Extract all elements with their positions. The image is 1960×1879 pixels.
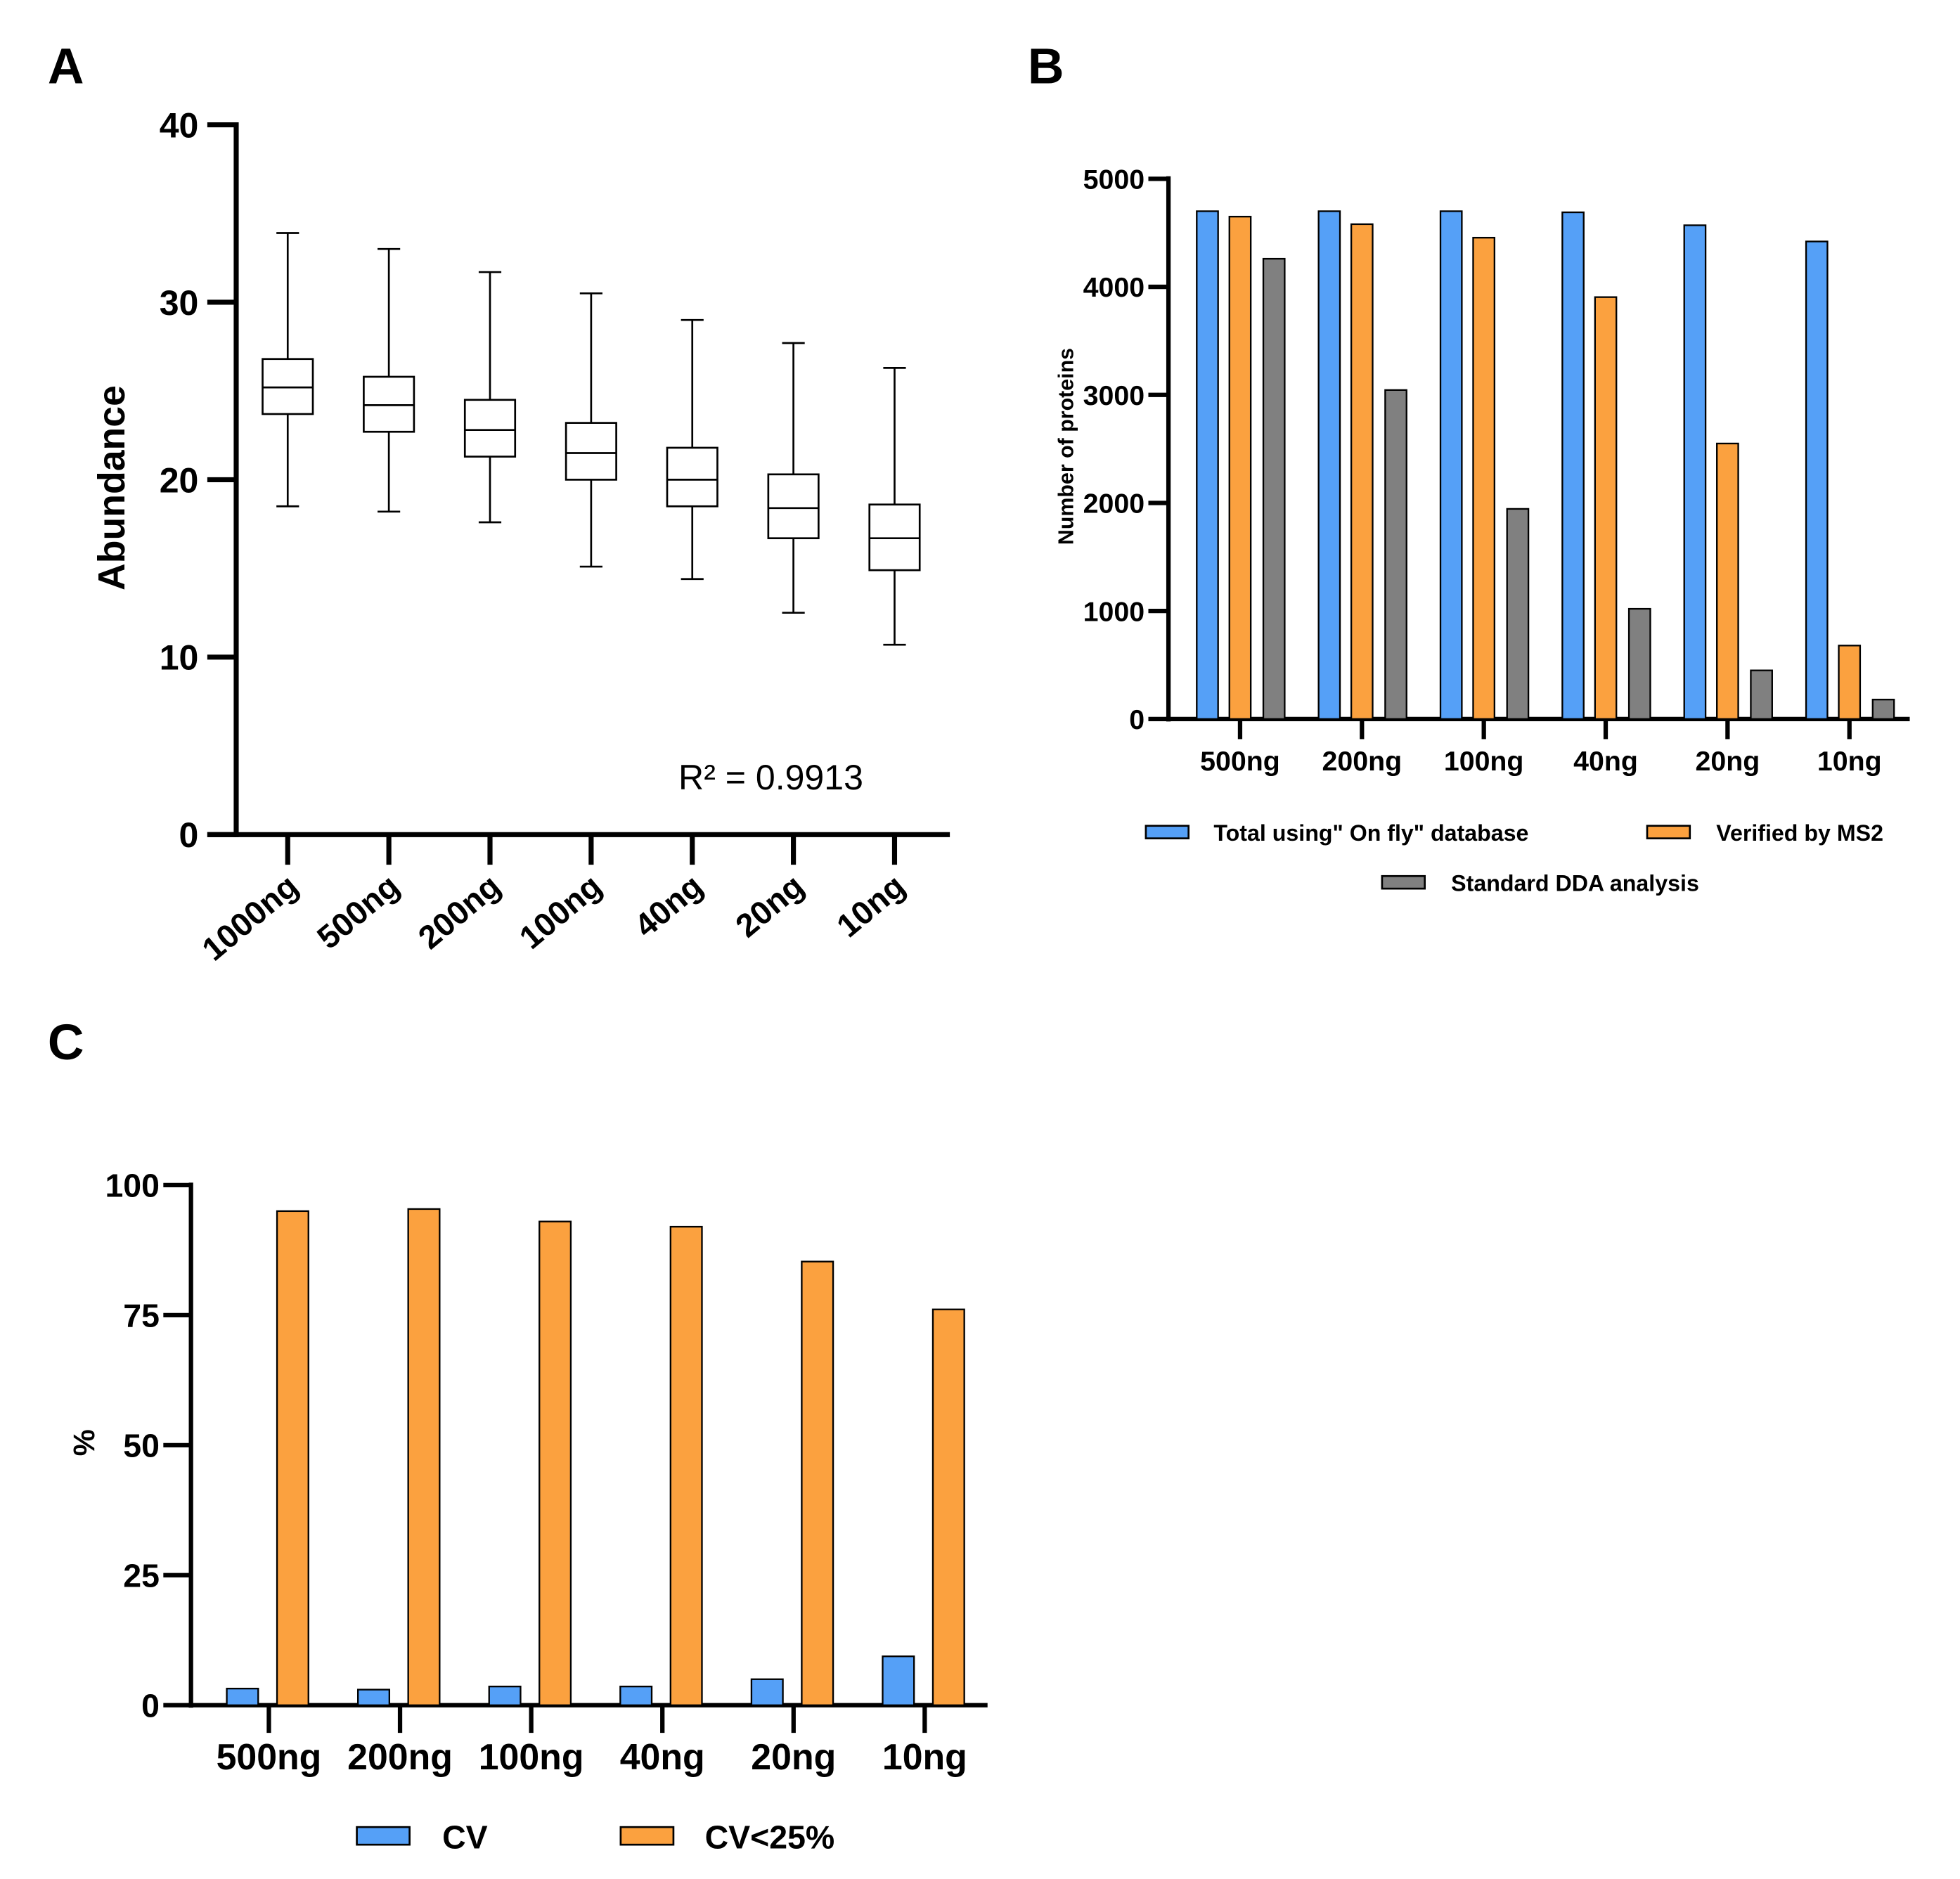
box-plot-10ng	[868, 367, 921, 646]
x-tick-label: 10ng	[882, 1736, 967, 1777]
panel-a-r-squared: R² = 0.9913	[678, 758, 863, 797]
x-tick-label: 10ng	[830, 867, 911, 945]
bar-orange-500ng	[276, 1210, 309, 1706]
bar-gray-20ng	[1750, 669, 1773, 721]
x-tick-label: 40ng	[620, 1736, 705, 1777]
bar-gray-200ng	[1384, 389, 1407, 721]
x-tick-label: 500ng	[310, 867, 406, 956]
panel-label-b: B	[1028, 39, 1064, 95]
legend-swatch-blue	[356, 1826, 411, 1846]
bar-gray-40ng	[1627, 607, 1651, 721]
y-tick-label: 20	[160, 460, 199, 500]
box-iqr	[767, 473, 820, 540]
legend-label: CV	[442, 1819, 488, 1856]
bar-blue-20ng	[750, 1678, 784, 1706]
y-tick-label: 1000	[1083, 596, 1145, 627]
bar-orange-40ng	[669, 1225, 703, 1706]
legend-swatch-orange	[619, 1826, 675, 1846]
y-tick-label: 40	[160, 105, 199, 145]
bar-blue-40ng	[1561, 211, 1585, 721]
x-tick-label: 20ng	[728, 867, 810, 945]
panel-label-c: C	[48, 1014, 84, 1071]
bar-blue-200ng	[1317, 210, 1341, 721]
box-iqr	[565, 422, 617, 481]
x-tick-label: 40ng	[1573, 746, 1638, 777]
x-tick-label: 200ng	[347, 1736, 453, 1777]
box-plot-100ng	[565, 292, 617, 568]
y-tick-label: 30	[160, 283, 199, 323]
legend-label: Total using" On fly" database	[1213, 820, 1528, 846]
panel-b-legend: Total using" On fly" database Verified b…	[1145, 820, 1883, 896]
panel-c-legend: CV CV<25%	[356, 1819, 835, 1856]
bar-blue-500ng	[226, 1687, 259, 1706]
x-tick-label: 100ng	[479, 1736, 584, 1777]
bar-blue-500ng	[1196, 210, 1219, 721]
bar-orange-500ng	[1228, 215, 1252, 721]
legend-swatch-blue	[1145, 825, 1190, 839]
panel-b-bar-chart: 0 1000 2000 3000 4000 5000 500ng 200ng 100ng 40ng…	[1083, 164, 1910, 777]
panel-c-y-axis-label: %	[67, 1429, 101, 1456]
x-tick-label: 10ng	[1817, 746, 1882, 777]
legend-swatch-orange	[1646, 825, 1691, 839]
y-tick-label: 5000	[1083, 164, 1145, 195]
x-tick-label: 20ng	[1696, 746, 1760, 777]
panel-label-a: A	[48, 39, 84, 95]
box-iqr	[666, 446, 718, 508]
bar-orange-200ng	[407, 1208, 441, 1706]
bar-orange-20ng	[1716, 442, 1739, 721]
y-tick-label: 4000	[1083, 272, 1145, 303]
bar-blue-10ng	[1805, 240, 1829, 721]
bar-blue-100ng	[488, 1685, 522, 1706]
x-tick-label: 200ng	[1322, 746, 1403, 777]
y-tick-label: 50	[123, 1428, 160, 1464]
bar-orange-200ng	[1350, 223, 1374, 721]
bar-orange-10ng	[1838, 645, 1862, 721]
x-tick-label: 500ng	[217, 1736, 322, 1777]
y-tick-label: 0	[179, 815, 199, 855]
bar-orange-10ng	[931, 1308, 965, 1706]
bar-orange-20ng	[801, 1260, 834, 1706]
bar-orange-100ng	[1472, 236, 1496, 721]
box-plot-1000ng	[262, 232, 314, 508]
x-tick-label: 20ng	[751, 1736, 836, 1777]
bar-gray-10ng	[1871, 699, 1895, 721]
bar-gray-500ng	[1262, 257, 1286, 721]
x-tick-label: 1000ng	[195, 867, 304, 968]
y-tick-label: 25	[123, 1558, 160, 1594]
legend-swatch-gray	[1381, 874, 1426, 890]
bar-blue-40ng	[619, 1685, 653, 1706]
box-plot-20ng	[767, 342, 820, 614]
y-tick-label: 0	[1129, 704, 1145, 735]
x-tick-label: 100ng	[512, 867, 608, 956]
box-plot-500ng	[363, 247, 415, 513]
box-plot-200ng	[463, 271, 517, 524]
legend-label: Standard DDA analysis	[1451, 871, 1699, 896]
y-tick-label: 2000	[1083, 489, 1145, 519]
y-tick-label: 100	[105, 1168, 160, 1204]
box-iqr	[463, 399, 517, 458]
y-tick-label: 10	[160, 638, 199, 678]
legend-label: Verified by MS2	[1716, 820, 1883, 846]
x-tick-label: 500ng	[1200, 746, 1280, 777]
bar-gray-100ng	[1506, 508, 1530, 721]
bar-blue-10ng	[882, 1655, 915, 1706]
bar-orange-100ng	[539, 1220, 572, 1706]
y-tick-label: 3000	[1083, 380, 1145, 411]
bar-blue-200ng	[357, 1688, 391, 1706]
bar-blue-100ng	[1439, 210, 1463, 721]
y-tick-label: 0	[141, 1688, 160, 1724]
panel-b-y-axis-label: Number of proteins	[1054, 348, 1078, 545]
x-tick-label: 100ng	[1444, 746, 1524, 777]
x-tick-label: 200ng	[411, 867, 507, 956]
box-plot-40ng	[666, 318, 718, 581]
legend-label: CV<25%	[705, 1819, 835, 1856]
y-tick-label: 75	[123, 1298, 160, 1334]
panel-c-bar-chart: 0 25 50 75 100 500ng 200ng 100ng 40ng 20ng 10ng	[105, 1168, 988, 1777]
bar-orange-40ng	[1594, 296, 1618, 721]
panel-a-y-axis-label: Abundance	[91, 385, 133, 590]
panel-a-boxplot: 0 10 20 30 40 1000ng 500ng 200ng 100ng 40ng 20ng 10…	[160, 105, 950, 967]
x-tick-label: 40ng	[628, 867, 709, 945]
bar-blue-20ng	[1683, 224, 1707, 721]
